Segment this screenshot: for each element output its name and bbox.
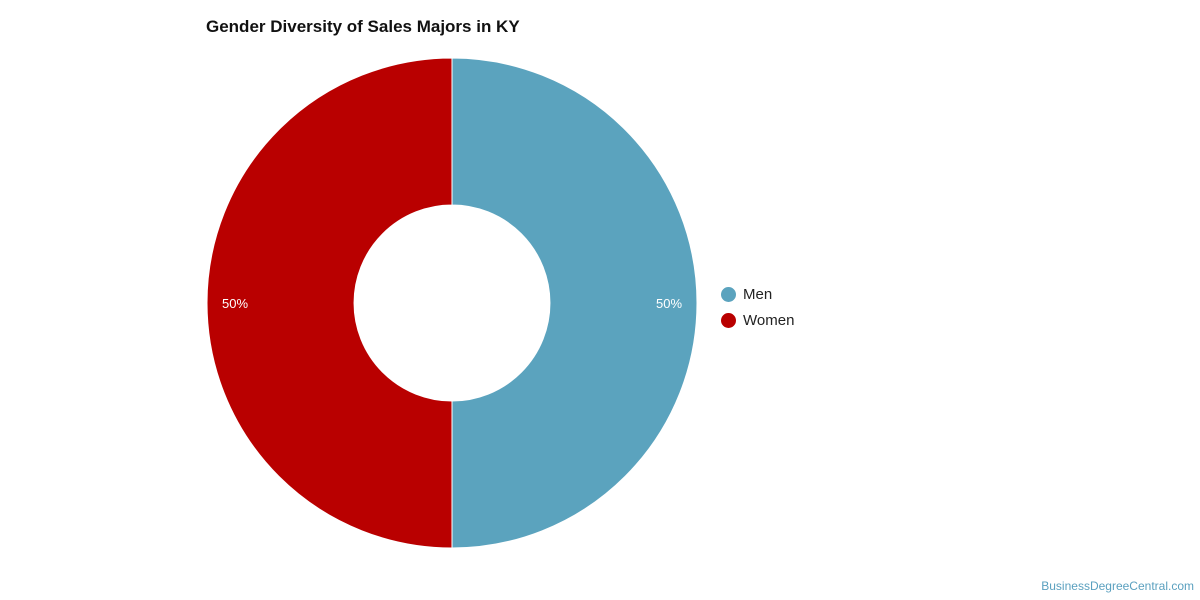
slice-label-women: 50%	[222, 296, 248, 311]
legend-swatch-women	[721, 312, 736, 328]
slice-men[interactable]	[451, 57, 698, 549]
chart-title: Gender Diversity of Sales Majors in KY	[206, 17, 520, 36]
source-link[interactable]: BusinessDegreeCentral.com	[1041, 579, 1194, 593]
legend: Men Women	[721, 281, 794, 333]
legend-item-men[interactable]: Men	[721, 281, 794, 307]
slice-label-men: 50%	[656, 296, 682, 311]
legend-item-women[interactable]: Women	[721, 307, 794, 333]
legend-swatch-men	[721, 286, 736, 302]
slice-women[interactable]	[206, 57, 453, 549]
legend-label-men: Men	[743, 285, 773, 303]
legend-label-women: Women	[743, 311, 795, 329]
